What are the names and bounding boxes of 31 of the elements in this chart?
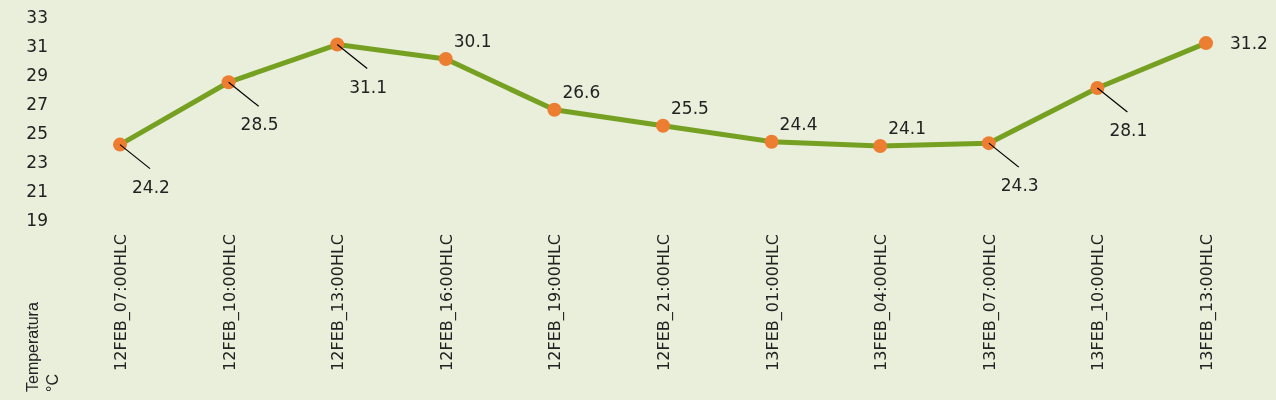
y-tick-label: 25 (26, 122, 48, 143)
data-label: 31.1 (349, 76, 388, 97)
y-axis-title: Temperatura °C (24, 302, 61, 392)
x-tick-label: 12FEB_16:00HLC (436, 234, 457, 371)
data-label: 24.3 (1000, 175, 1039, 196)
y-tick-label: 31 (26, 35, 48, 56)
x-tick-label: 12FEB_13:00HLC (328, 234, 349, 371)
y-tick-label: 33 (26, 6, 48, 27)
data-label: 31.2 (1230, 33, 1268, 54)
y-tick-label: 21 (26, 180, 48, 201)
x-tick-label: 12FEB_19:00HLC (545, 234, 566, 371)
y-tick-label: 27 (26, 93, 48, 114)
x-tick-label: 12FEB_21:00HLC (654, 234, 674, 371)
data-label: 24.1 (888, 118, 927, 139)
data-label: 30.1 (453, 31, 492, 52)
x-tick-label: 13FEB_13:00HLC (1197, 234, 1217, 371)
data-label: 28.1 (1109, 120, 1148, 141)
x-tick-label: 13FEB_10:00HLC (1088, 234, 1109, 371)
x-tick-label: 13FEB_04:00HLC (871, 234, 892, 371)
y-tick-label: 29 (26, 64, 48, 85)
data-label: 28.5 (240, 114, 279, 135)
data-label: 25.5 (671, 97, 709, 118)
data-label: 24.2 (132, 176, 170, 197)
data-label: 24.4 (779, 113, 818, 134)
y-tick-label: 19 (26, 209, 48, 230)
x-tick-label: 13FEB_01:00HLC (762, 234, 783, 371)
data-label: 26.6 (562, 81, 601, 102)
y-tick-label: 23 (26, 151, 48, 172)
x-tick-label: 12FEB_10:00HLC (219, 234, 240, 371)
x-tick-label: 12FEB_07:00HLC (111, 234, 131, 371)
x-tick-label: 13FEB_07:00HLC (979, 234, 1000, 371)
